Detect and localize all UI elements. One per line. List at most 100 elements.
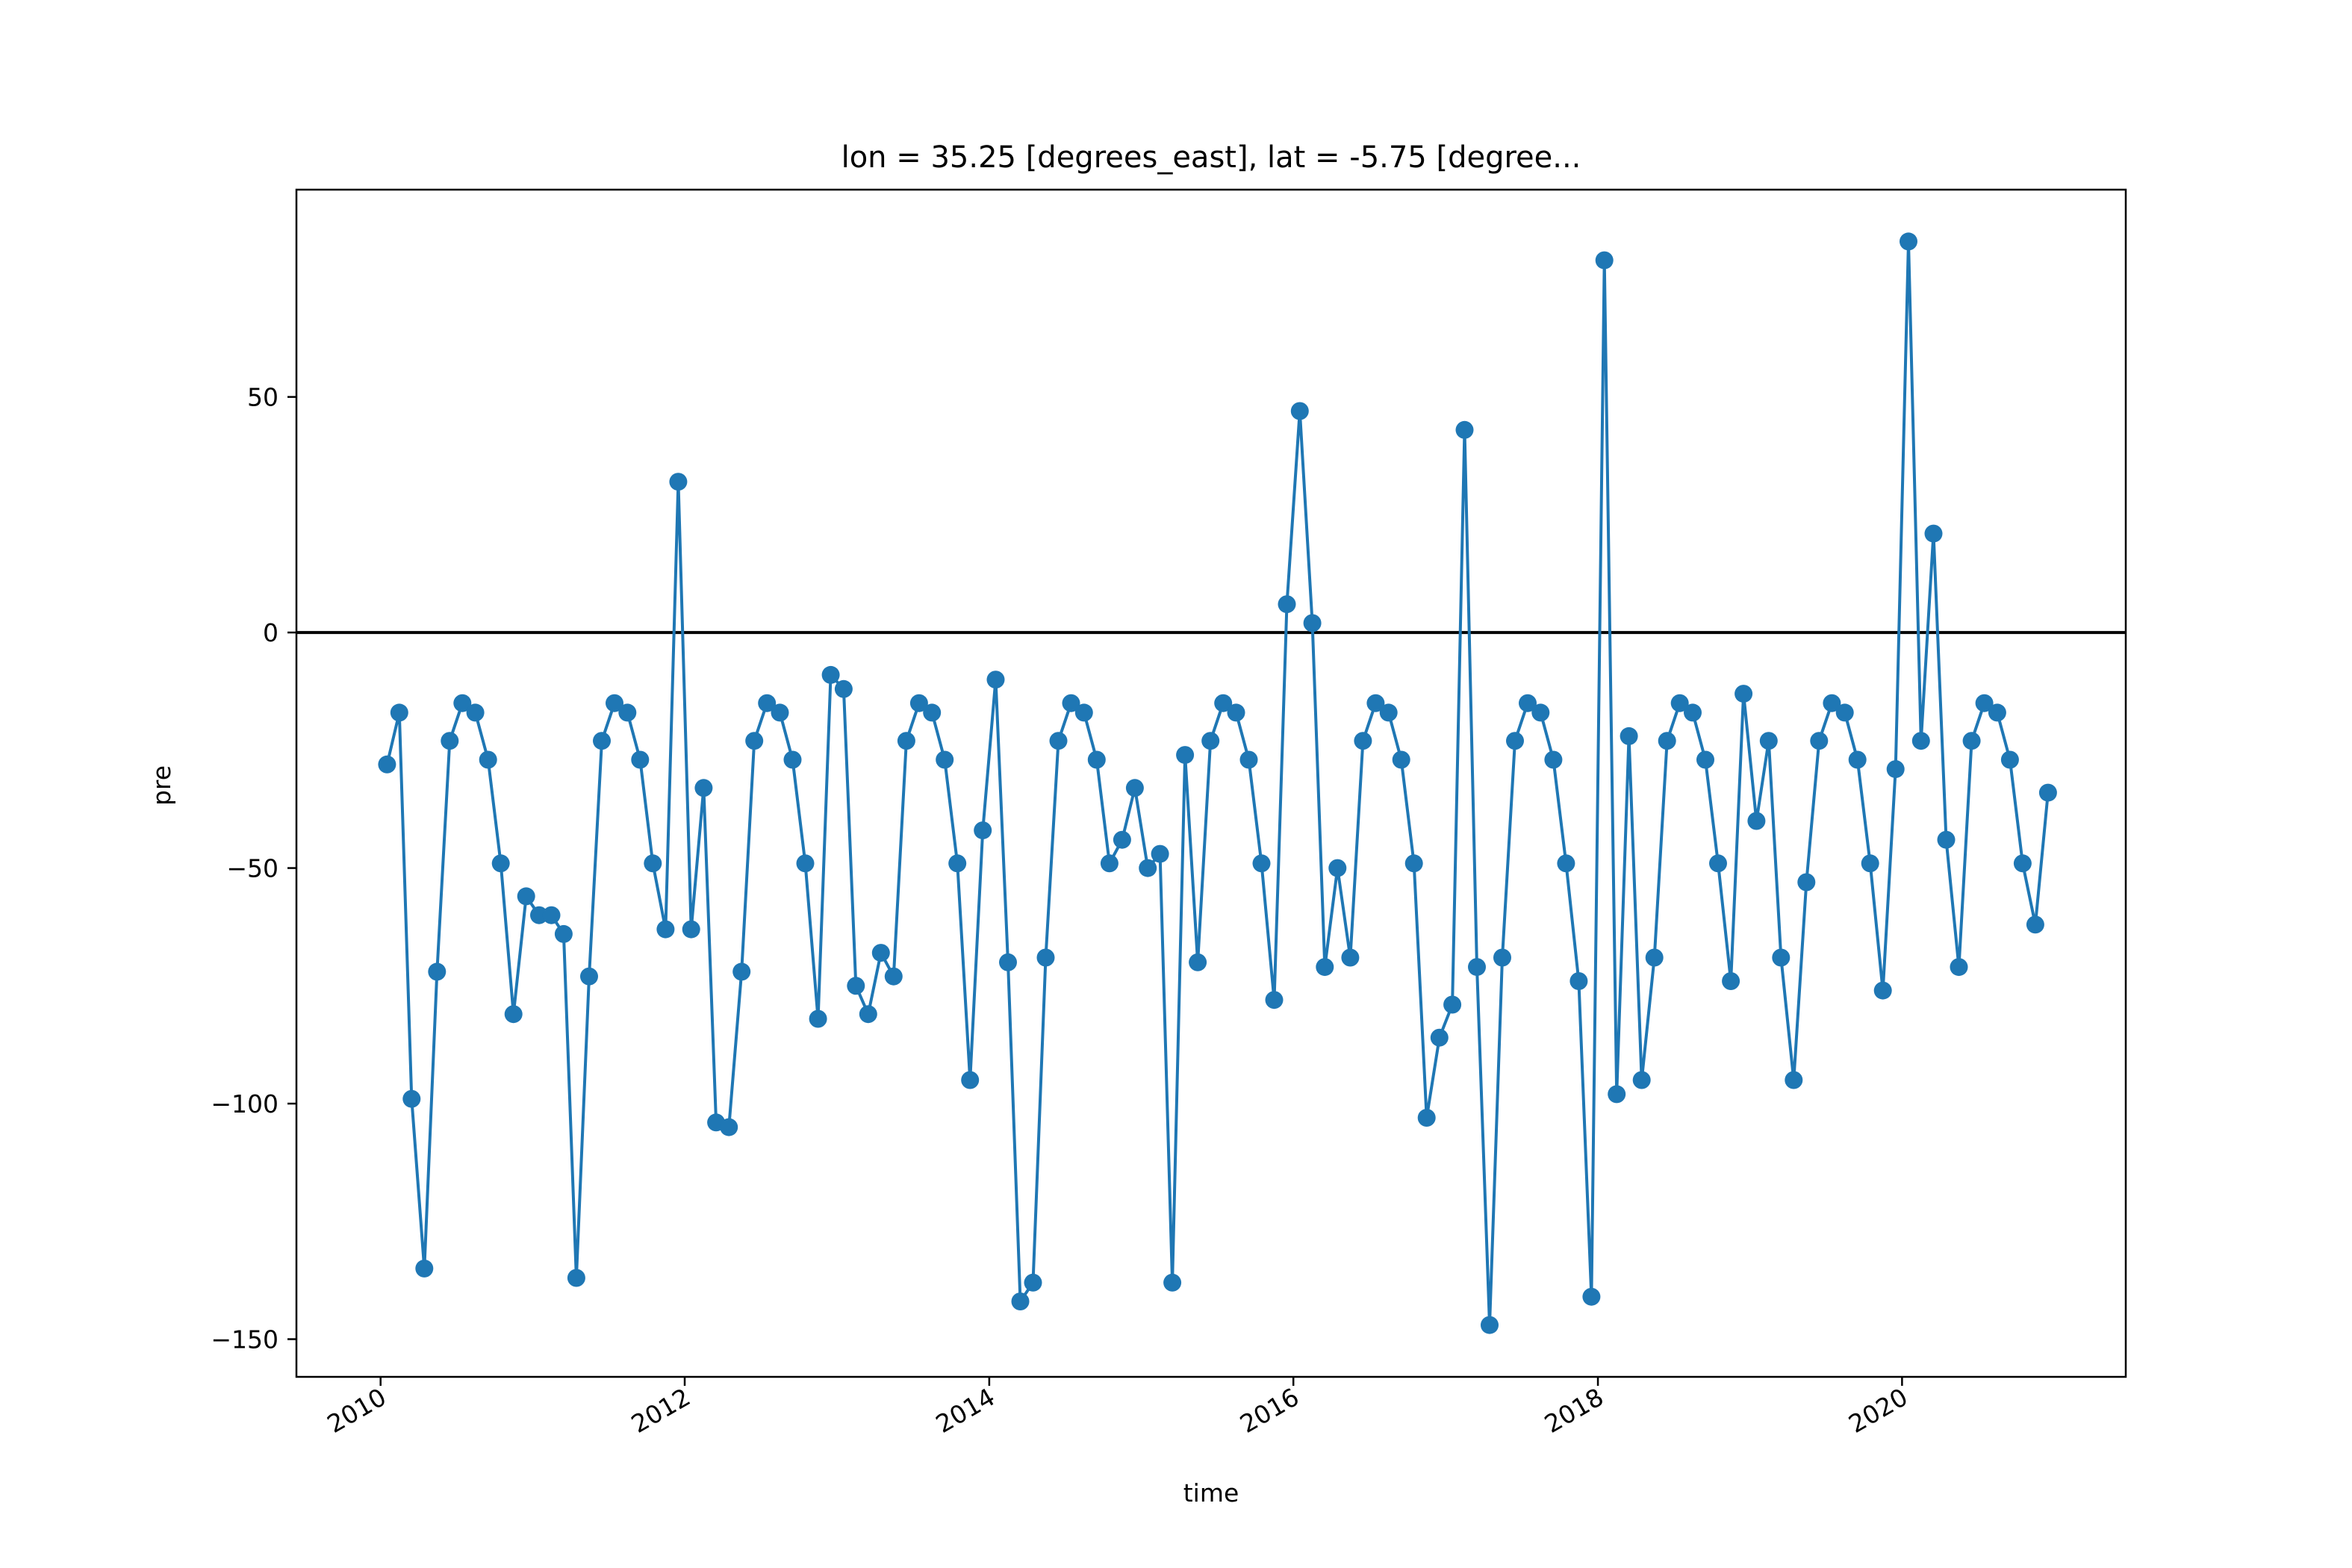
data-point-2013-03 [859, 1005, 877, 1024]
data-point-2017-07 [1519, 694, 1537, 712]
data-point-2011-06 [593, 732, 611, 750]
data-point-2016-07 [1366, 694, 1385, 712]
data-point-2017-12 [1582, 1287, 1601, 1306]
data-point-2015-08 [1227, 703, 1245, 722]
data-point-2018-06 [1658, 732, 1676, 750]
data-point-2017-04 [1481, 1316, 1499, 1334]
data-point-2011-05 [580, 967, 598, 986]
data-point-2019-11 [1873, 981, 1892, 1000]
data-point-2013-06 [897, 732, 915, 750]
data-point-2019-02 [1759, 732, 1778, 750]
data-point-2015-11 [1265, 991, 1284, 1009]
y-axis-label: pre [147, 765, 176, 806]
data-point-2011-08 [618, 703, 637, 722]
y-tick-label: −150 [211, 1325, 279, 1354]
data-point-2015-10 [1252, 854, 1271, 873]
chart-title: lon = 35.25 [degrees_east], lat = -5.75 … [841, 140, 1581, 175]
data-point-2020-04 [1937, 830, 1956, 849]
data-point-2018-12 [1735, 685, 1753, 703]
data-point-2016-02 [1303, 614, 1322, 632]
data-point-2014-01 [986, 671, 1005, 689]
data-point-2017-11 [1569, 972, 1588, 990]
data-point-2012-07 [758, 694, 777, 712]
data-point-2011-09 [631, 750, 650, 769]
data-point-2017-06 [1506, 732, 1524, 750]
data-point-2018-01 [1595, 251, 1614, 270]
data-point-2020-05 [1950, 958, 1968, 977]
data-point-2010-09 [479, 750, 497, 769]
data-point-2011-07 [606, 694, 623, 712]
data-point-2011-12 [669, 473, 688, 491]
data-point-2010-12 [517, 887, 535, 906]
data-point-2012-02 [694, 779, 713, 797]
data-point-2010-03 [402, 1089, 421, 1108]
data-point-2014-08 [1074, 703, 1093, 722]
data-point-2011-03 [554, 924, 573, 943]
data-point-2014-07 [1062, 694, 1080, 712]
data-point-2016-12 [1430, 1028, 1449, 1047]
data-point-2019-09 [1848, 750, 1867, 769]
data-point-2015-01 [1139, 859, 1157, 877]
data-point-2013-01 [834, 679, 853, 698]
y-tick-label: −50 [226, 854, 279, 883]
data-point-2012-10 [796, 854, 815, 873]
data-point-2010-05 [428, 962, 447, 981]
data-point-2020-06 [1962, 732, 1981, 750]
x-axis-label: time [1183, 1478, 1239, 1508]
data-point-2016-10 [1404, 854, 1423, 873]
data-point-2020-01 [1900, 232, 1917, 251]
data-point-2019-04 [1785, 1071, 1803, 1089]
data-point-2014-05 [1036, 948, 1055, 967]
data-point-2019-12 [1886, 760, 1905, 779]
data-point-2012-05 [732, 962, 751, 981]
data-point-2012-09 [783, 750, 802, 769]
data-point-2010-02 [390, 703, 408, 722]
data-point-2020-03 [1924, 524, 1943, 543]
data-point-2012-08 [771, 703, 789, 722]
data-point-2019-06 [1810, 732, 1829, 750]
data-point-2014-03 [1011, 1292, 1030, 1310]
data-point-2019-07 [1823, 694, 1841, 712]
data-point-2016-04 [1328, 859, 1347, 877]
data-point-2016-09 [1392, 750, 1410, 769]
data-point-2011-04 [567, 1269, 585, 1287]
data-point-2012-11 [809, 1009, 827, 1028]
data-point-2017-02 [1455, 420, 1474, 439]
data-point-2018-09 [1696, 750, 1714, 769]
data-point-2017-01 [1443, 995, 1462, 1014]
data-point-2019-01 [1747, 812, 1766, 830]
data-point-2013-12 [974, 821, 992, 840]
data-point-2017-09 [1544, 750, 1563, 769]
data-point-2018-05 [1645, 948, 1664, 967]
data-point-2015-06 [1201, 732, 1220, 750]
data-point-2018-10 [1709, 854, 1727, 873]
data-point-2013-09 [936, 750, 954, 769]
data-point-2010-07 [453, 694, 472, 712]
data-point-2013-07 [909, 694, 928, 712]
data-point-2020-08 [1988, 703, 2006, 722]
data-point-2014-06 [1049, 732, 1068, 750]
data-point-2019-05 [1797, 873, 1816, 892]
data-point-2018-04 [1632, 1071, 1651, 1089]
data-point-2015-09 [1239, 750, 1258, 769]
y-tick-label: 50 [247, 383, 279, 412]
data-point-2015-05 [1189, 953, 1207, 971]
data-point-2010-11 [504, 1005, 523, 1024]
data-point-2017-10 [1557, 854, 1575, 873]
data-point-2018-03 [1620, 727, 1638, 745]
series-pre [378, 232, 2057, 1334]
y-tick-label: 0 [263, 618, 279, 647]
data-point-2020-02 [1911, 732, 1930, 750]
data-point-2018-08 [1684, 703, 1702, 722]
data-point-2013-02 [847, 977, 865, 995]
data-point-2019-10 [1861, 854, 1879, 873]
data-point-2015-03 [1163, 1273, 1182, 1292]
data-point-2014-11 [1113, 830, 1131, 849]
data-point-2011-10 [644, 854, 662, 873]
data-point-2013-08 [923, 703, 942, 722]
data-point-2012-01 [682, 920, 700, 939]
data-point-2014-09 [1087, 750, 1106, 769]
data-point-2014-02 [999, 953, 1017, 971]
